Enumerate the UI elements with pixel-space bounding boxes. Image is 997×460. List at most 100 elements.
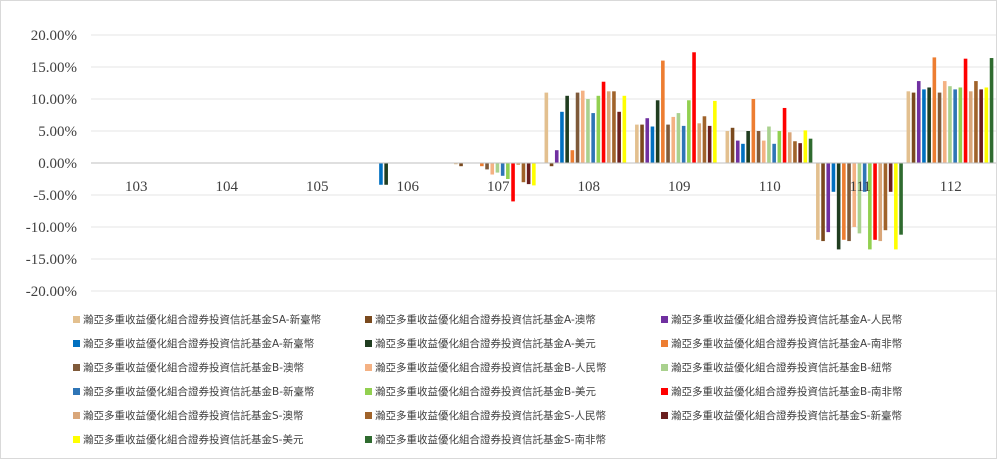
legend-label: 瀚亞多重收益優化組合證券投資信託基金A-美元 <box>375 337 596 350</box>
bar <box>554 150 559 163</box>
bar <box>942 81 947 163</box>
legend-swatch <box>365 388 372 395</box>
bar <box>916 81 921 163</box>
legend-label: 瀚亞多重收益優化組合證券投資信託基金A-新臺幣 <box>83 337 315 350</box>
bar <box>767 126 771 163</box>
bar <box>500 163 505 176</box>
x-category-label: 112 <box>940 179 962 195</box>
legend-swatch <box>365 412 372 419</box>
bar <box>831 163 836 192</box>
legend-swatch <box>365 340 372 347</box>
bar <box>937 92 942 163</box>
bar <box>911 92 916 163</box>
bars <box>379 52 994 250</box>
bar <box>927 87 931 163</box>
bar <box>746 131 750 163</box>
bar <box>873 163 877 240</box>
bar <box>586 99 590 163</box>
bar <box>681 125 686 163</box>
bar <box>650 126 655 163</box>
bar <box>777 131 782 163</box>
bar <box>798 143 802 163</box>
bar <box>847 163 851 242</box>
bar <box>953 89 957 163</box>
legend-swatch <box>73 340 80 347</box>
bar <box>707 125 712 163</box>
legend-label: 瀚亞多重收益優化組合證券投資信託基金S-新臺幣 <box>671 409 902 422</box>
bar <box>761 140 766 163</box>
bar <box>526 163 531 185</box>
bar <box>622 95 627 163</box>
x-category-label: 109 <box>668 179 691 195</box>
bar <box>772 143 776 163</box>
x-category-label: 107 <box>487 179 510 195</box>
bar <box>612 91 616 163</box>
bar <box>617 111 621 163</box>
bar <box>852 163 857 227</box>
bar <box>816 163 820 240</box>
bar <box>687 100 691 163</box>
legend-label: 瀚亞多重收益優化組合證券投資信託基金B-人民幣 <box>375 361 607 374</box>
bar <box>878 163 883 242</box>
bar <box>868 163 872 250</box>
bar <box>549 163 554 167</box>
bar <box>459 163 463 167</box>
bar <box>826 163 831 233</box>
bar <box>787 132 792 163</box>
bar <box>793 141 797 163</box>
x-category-label: 111 <box>850 179 871 195</box>
legend-swatch <box>73 436 80 443</box>
bar <box>756 131 761 163</box>
bar <box>989 58 994 163</box>
bar <box>906 91 911 163</box>
legend-swatch <box>661 364 668 371</box>
bar <box>862 163 867 192</box>
bar <box>560 111 564 163</box>
bar <box>974 81 978 163</box>
bar <box>821 163 825 242</box>
bar <box>511 163 515 202</box>
bar <box>384 163 388 185</box>
legend-label: 瀚亞多重收益優化組合證券投資信託基金A-人民幣 <box>671 313 903 326</box>
bar <box>899 163 903 235</box>
legend-label: 瀚亞多重收益優化組合證券投資信託基金B-南非幣 <box>671 385 903 398</box>
bar <box>495 163 500 173</box>
bar <box>516 163 521 165</box>
bar <box>803 130 808 163</box>
bar <box>735 140 740 163</box>
legend-label: 瀚亞多重收益優化組合證券投資信託基金A-南非幣 <box>671 337 903 350</box>
bar <box>782 107 787 163</box>
bar <box>808 138 813 163</box>
y-tick-label: 0.00% <box>38 156 77 172</box>
bar <box>676 113 681 163</box>
bar <box>697 123 702 163</box>
legend-swatch <box>73 412 80 419</box>
bar <box>842 163 846 240</box>
bar <box>379 163 383 185</box>
x-category-label: 108 <box>578 179 601 195</box>
bar <box>958 87 963 163</box>
legend-label: 瀚亞多重收益優化組合證券投資信託基金B-新臺幣 <box>83 385 315 398</box>
bar <box>968 91 973 163</box>
bar <box>730 127 735 163</box>
bar <box>932 57 937 163</box>
legend-swatch <box>73 388 80 395</box>
bar <box>692 52 696 163</box>
bar <box>751 99 756 163</box>
bar <box>532 163 536 186</box>
bar <box>565 95 569 163</box>
bar <box>596 95 601 163</box>
bar <box>645 118 650 163</box>
bar <box>666 124 670 163</box>
y-tick-label: 20.00% <box>31 28 77 44</box>
bar <box>888 163 893 192</box>
y-tick-label: -5.00% <box>33 188 77 204</box>
y-axis-ticks: 20.00% 15.00% 10.00% 5.00% 0.00% -5.00% -10.00… <box>26 28 77 300</box>
bar <box>485 163 489 170</box>
legend-label: 瀚亞多重收益優化組合證券投資信託基金S-人民幣 <box>375 409 606 422</box>
bar <box>635 124 639 163</box>
legend-swatch <box>365 364 372 371</box>
legend-label: 瀚亞多重收益優化組合證券投資信託基金B-澳幣 <box>83 361 304 374</box>
bar <box>490 163 495 175</box>
legend-label: 瀚亞多重收益優化組合證券投資信託基金S-南非幣 <box>375 433 606 446</box>
